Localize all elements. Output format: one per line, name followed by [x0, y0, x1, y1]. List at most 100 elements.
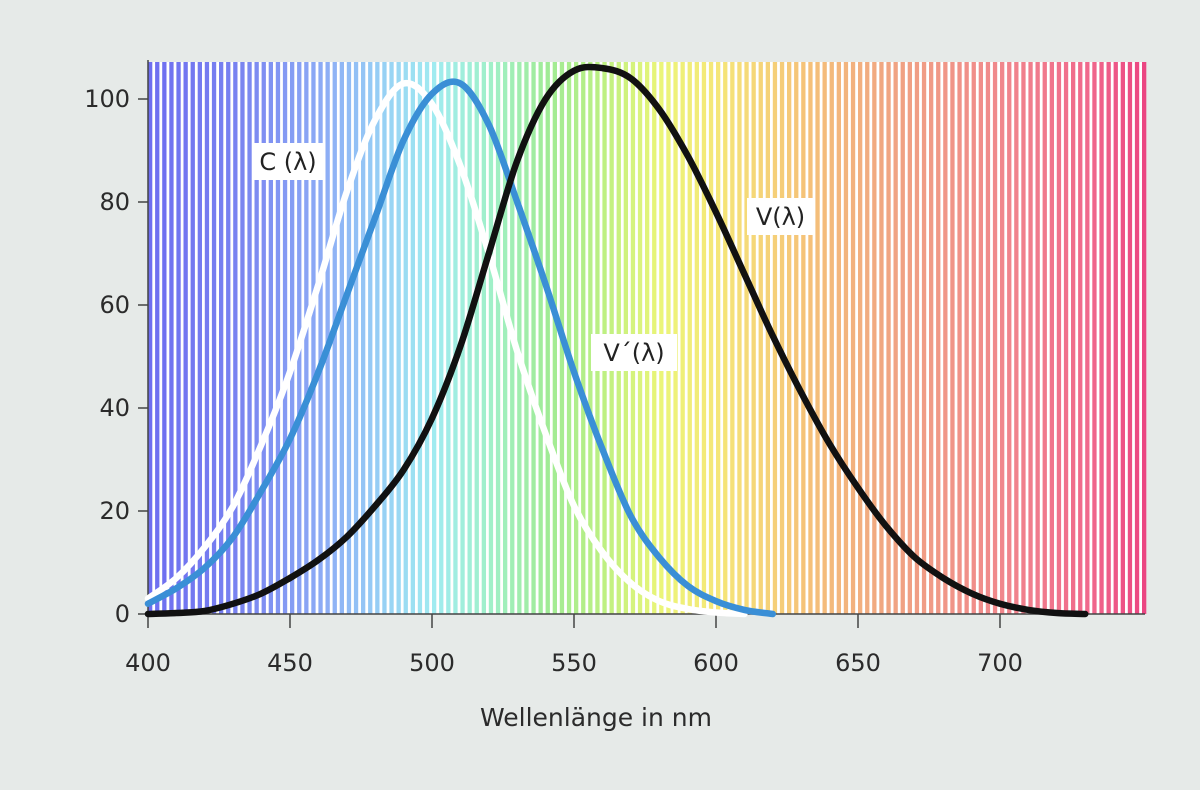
spectrum-stripe	[474, 62, 479, 614]
spectrum-stripe	[396, 62, 401, 614]
spectrum-stripe	[1127, 62, 1133, 614]
spectrum-stripe	[403, 62, 408, 614]
spectrum-stripe	[204, 62, 210, 614]
spectrum-stripe	[1085, 62, 1090, 614]
spectrum-stripe	[1056, 62, 1062, 614]
spectrum-stripe	[716, 62, 721, 614]
x-tick-label: 400	[125, 649, 171, 677]
spectrum-stripe	[339, 62, 344, 614]
label-v-prime-lambda-text: V´(λ)	[603, 339, 664, 367]
y-tick-label: 20	[99, 497, 130, 525]
spectrum-stripe	[176, 62, 181, 614]
spectrum-stripe	[453, 62, 458, 614]
spectrum-stripe	[1142, 62, 1147, 614]
spectrum-stripe	[190, 62, 195, 614]
spectrum-stripe	[900, 62, 905, 614]
spectrum-stripe	[850, 62, 856, 614]
spectrum-stripe	[751, 62, 756, 614]
spectrum-stripe	[325, 62, 330, 614]
spectrum-stripe	[1078, 62, 1083, 614]
spectrum-stripe	[332, 62, 337, 614]
spectrum-stripe	[1106, 62, 1111, 614]
spectrum-stripe	[992, 62, 998, 614]
spectrum-stripe	[730, 62, 735, 614]
spectrum-stripe	[410, 62, 415, 614]
spectrum-stripe	[929, 62, 934, 614]
spectrum-stripe	[1113, 62, 1118, 614]
spectrum-stripe	[1007, 62, 1012, 614]
spectrum-stripe	[446, 62, 451, 614]
spectrum-stripe	[1099, 62, 1104, 614]
x-tick-label: 700	[977, 649, 1023, 677]
spectrum-stripe	[552, 62, 557, 614]
spectrum-stripe	[1120, 62, 1125, 614]
label-c-lambda: C (λ)	[253, 143, 323, 180]
spectrum-stripe	[1134, 62, 1140, 614]
spectrum-stripe	[843, 62, 849, 614]
spectrum-stripe	[815, 62, 820, 614]
spectrum-stripe	[353, 62, 359, 614]
spectrum-stripe	[503, 62, 508, 614]
spectrum-stripe	[808, 62, 813, 614]
label-c-lambda-text: C (λ)	[259, 148, 316, 176]
x-tick-label: 600	[693, 649, 739, 677]
curves	[144, 63, 1089, 618]
label-v-lambda-text: V(λ)	[756, 203, 805, 231]
spectrum-stripe	[1042, 62, 1047, 614]
spectrum-stripe	[680, 62, 685, 614]
spectrum-stripe	[368, 62, 373, 614]
spectrum-stripe	[893, 62, 898, 614]
spectrum-stripe	[701, 62, 707, 614]
spectrum-stripe	[275, 62, 281, 614]
spectrum-stripe	[304, 62, 309, 614]
spectrum-stripe	[382, 62, 387, 614]
spectrum-stripe	[439, 62, 444, 614]
spectrum-stripe	[517, 62, 522, 614]
spectrum-stripe	[495, 62, 501, 614]
spectrum-stripe	[375, 62, 380, 614]
spectrum-stripe	[566, 62, 572, 614]
spectrum-stripe	[219, 62, 224, 614]
spectrum-stripe	[1014, 62, 1019, 614]
spectrum-stripe	[268, 62, 273, 614]
spectrum-stripe	[765, 62, 770, 614]
spectrum-stripe	[744, 62, 749, 614]
spectrum-stripe	[836, 62, 841, 614]
spectrum-stripe	[1021, 62, 1026, 614]
spectrum-stripe	[978, 62, 983, 614]
spectrum-stripe	[787, 62, 792, 614]
spectrum-stripe	[361, 62, 366, 614]
spectrum-stripe	[737, 62, 742, 614]
spectrum-stripe	[801, 62, 806, 614]
spectrum-background	[148, 62, 1147, 614]
spectrum-stripe	[538, 62, 543, 614]
spectrum-stripe	[346, 62, 352, 614]
spectrum-stripe	[183, 62, 188, 614]
curve-labels: C (λ) V´(λ) V(λ)	[253, 143, 814, 371]
spectrum-stripe	[872, 62, 877, 614]
spectrum-stripe	[524, 62, 529, 614]
spectrum-stripe	[1071, 62, 1076, 614]
spectrum-stripe	[488, 62, 494, 614]
spectrum-stripe	[687, 62, 692, 614]
spectrum-stripe	[794, 62, 799, 614]
spectrum-stripe	[936, 62, 941, 614]
label-c-lambda-box	[253, 143, 323, 180]
x-axis-title: Wellenlänge in nm	[480, 703, 712, 732]
spectrum-stripe	[417, 62, 423, 614]
label-v-lambda: V(λ)	[747, 198, 814, 235]
spectrum-stripe	[694, 62, 699, 614]
label-v-lambda-box	[747, 198, 814, 235]
spectrum-stripe	[943, 62, 948, 614]
x-tick-label: 500	[409, 649, 455, 677]
spectrum-stripe	[155, 62, 160, 614]
spectrum-stripe	[758, 62, 763, 614]
spectrum-stripe	[1035, 62, 1040, 614]
spectrum-stripe	[964, 62, 969, 614]
spectrum-stripe	[226, 62, 231, 614]
spectrum-stripe	[879, 62, 884, 614]
y-tick-label: 100	[84, 85, 130, 113]
spectrum-stripe	[985, 62, 991, 614]
spectrum-stripe	[169, 62, 174, 614]
